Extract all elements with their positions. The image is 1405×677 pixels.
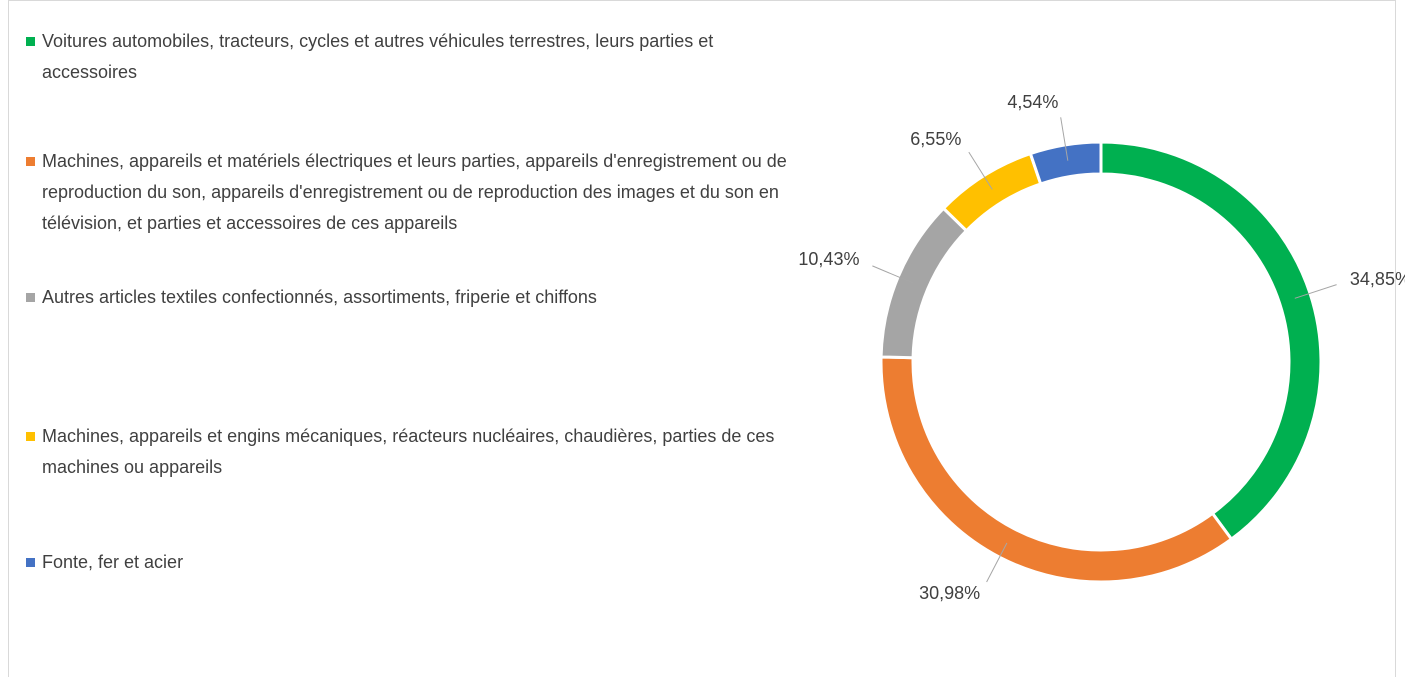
legend-swatch	[26, 558, 35, 567]
legend-swatch	[26, 157, 35, 166]
leader-line	[872, 265, 914, 284]
legend-entry: Machines, appareils et matériels électri…	[26, 146, 796, 239]
legend-label: Machines, appareils et matériels électri…	[42, 151, 787, 233]
leader-line	[1060, 117, 1069, 161]
donut-slice	[879, 355, 1234, 584]
legend-entry: Fonte, fer et acier	[26, 547, 796, 578]
leader-line	[1294, 284, 1337, 299]
data-label: 4,54%	[1007, 92, 1058, 112]
legend-swatch	[26, 293, 35, 302]
legend-label: Autres articles textiles confectionnés, …	[42, 287, 597, 307]
leader-line	[968, 151, 993, 190]
donut-slice	[879, 206, 969, 360]
data-label: 10,43%	[798, 249, 859, 269]
legend-label: Machines, appareils et engins mécaniques…	[42, 426, 775, 477]
donut-slice	[941, 151, 1043, 233]
legend-swatch	[26, 432, 35, 441]
leader-line	[986, 542, 1008, 583]
legend-label: Fonte, fer et acier	[42, 552, 184, 572]
data-label: 34,85%	[1350, 269, 1405, 289]
donut-slice	[1099, 140, 1323, 542]
data-label: 6,55%	[910, 129, 961, 149]
legend-entry: Autres articles textiles confectionnés, …	[26, 282, 796, 313]
data-label: 30,98%	[919, 583, 980, 603]
donut-slice	[1028, 140, 1103, 186]
legend-swatch	[26, 37, 35, 46]
chart-frame	[8, 0, 1396, 677]
legend-entry: Machines, appareils et engins mécaniques…	[26, 421, 796, 483]
legend-entry: Voitures automobiles, tracteurs, cycles …	[26, 26, 796, 88]
legend-label: Voitures automobiles, tracteurs, cycles …	[42, 31, 714, 82]
